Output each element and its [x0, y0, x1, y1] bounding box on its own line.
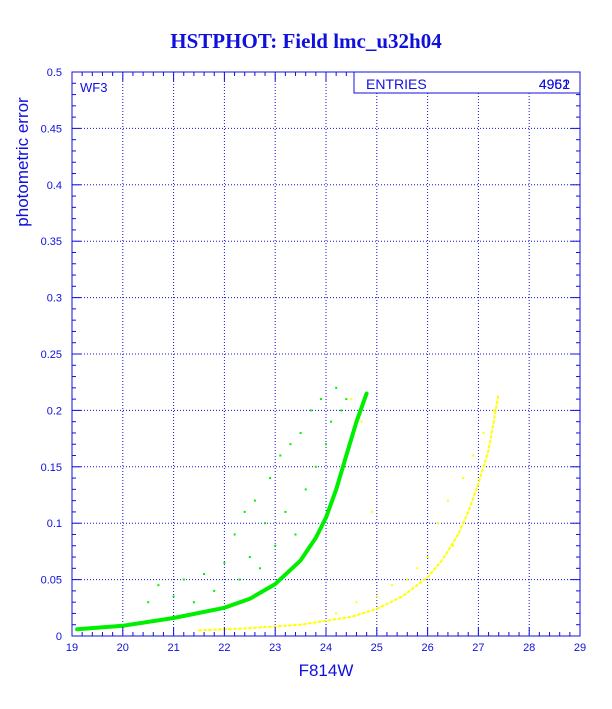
y-tick-label: 0.2 — [47, 405, 62, 417]
x-tick-label: 22 — [218, 642, 230, 654]
series-1-point — [238, 578, 241, 581]
chart-title: HSTPHOT: Field lmc_u32h04 — [170, 29, 442, 53]
series-1-point — [330, 420, 333, 423]
series-1-point — [172, 595, 175, 598]
series-1-point — [309, 409, 312, 412]
stats-value-b: 4952 — [539, 76, 570, 92]
x-tick-label: 19 — [66, 642, 78, 654]
series-1-point — [314, 465, 317, 468]
series-1-point — [264, 522, 266, 525]
series-2-point — [452, 544, 454, 547]
stats-value-a: 4961 — [539, 76, 570, 92]
series-1-point — [299, 432, 302, 434]
series-1-point — [203, 573, 206, 575]
data-points — [75, 386, 500, 632]
series-2-point — [436, 522, 439, 525]
series-1-point — [259, 567, 261, 570]
y-tick-label: 0.1 — [47, 518, 62, 530]
x-tick-label: 20 — [117, 642, 129, 654]
series-2-point — [335, 612, 338, 615]
x-tick-label: 24 — [320, 642, 332, 654]
x-tick-label: 29 — [574, 642, 586, 654]
y-tick-label: 0.45 — [41, 123, 62, 135]
y-axis-label: photometric error — [13, 97, 32, 227]
x-axis-label: F814W — [299, 661, 354, 680]
grid — [72, 72, 580, 636]
y-tick-label: 0.3 — [47, 293, 62, 305]
series-1-point — [325, 443, 327, 446]
series-2-point — [360, 420, 363, 423]
x-tick-label: 23 — [269, 642, 281, 654]
y-tick-label: 0.35 — [41, 236, 62, 248]
stats-box — [353, 71, 581, 94]
series-1-point — [243, 510, 246, 513]
x-tick-label: 25 — [371, 642, 383, 654]
series-2-point — [482, 432, 485, 434]
series-1-point — [233, 533, 236, 536]
series-2-point — [406, 578, 409, 581]
x-tick-label: 26 — [421, 642, 433, 654]
series-1-point — [182, 578, 185, 581]
panel-label: WF3 — [80, 80, 107, 95]
y-tick-label: 0.05 — [41, 575, 62, 587]
series-1-point — [213, 589, 216, 592]
series-2-point — [472, 454, 475, 457]
x-tick-label: 28 — [523, 642, 535, 654]
series-2-point — [391, 584, 393, 587]
y-tick-label: 0.25 — [41, 349, 62, 361]
x-tick-label: 27 — [472, 642, 484, 654]
y-tick-label: 0.15 — [41, 462, 62, 474]
series-2-point — [426, 556, 429, 558]
series-1-point — [319, 398, 322, 401]
series-2-point — [416, 567, 419, 570]
series-1-point — [340, 409, 343, 412]
stats-label: ENTRIES — [366, 76, 427, 92]
series-1-point — [157, 584, 160, 587]
y-tick-label: 0 — [56, 631, 62, 643]
y-tick-label: 0.4 — [47, 180, 62, 192]
series-2-point — [446, 499, 449, 502]
series-1-point — [289, 443, 292, 446]
x-tick-label: 21 — [167, 642, 179, 654]
series-1-point — [284, 510, 287, 513]
y-tick-label: 0.5 — [47, 67, 62, 79]
series-2-point — [355, 601, 358, 604]
series-1-point — [279, 454, 282, 457]
series-2-point — [350, 398, 353, 401]
series-1-point — [304, 488, 307, 491]
series-2-point — [462, 477, 465, 480]
series-1-point — [192, 601, 195, 604]
series-2-point — [375, 595, 378, 598]
series-1-point — [269, 477, 272, 480]
series-1-point — [253, 499, 256, 502]
series-1-point — [345, 398, 348, 401]
series-2-ridge — [198, 392, 500, 632]
series-2-point — [370, 510, 373, 513]
series-1-point — [248, 556, 251, 558]
series-1-point — [335, 386, 338, 389]
series-2-point — [492, 409, 495, 412]
ticks: 19 20 21 22 23 24 25 26 27 28 29 0 0.05 0.1 0.15 0.2 0.2… — [41, 67, 587, 654]
series-1-point — [147, 601, 150, 604]
series-1-point — [294, 533, 297, 536]
series-1-ridge — [75, 391, 369, 632]
series-1-point — [223, 561, 226, 564]
series-1-point — [274, 544, 277, 547]
